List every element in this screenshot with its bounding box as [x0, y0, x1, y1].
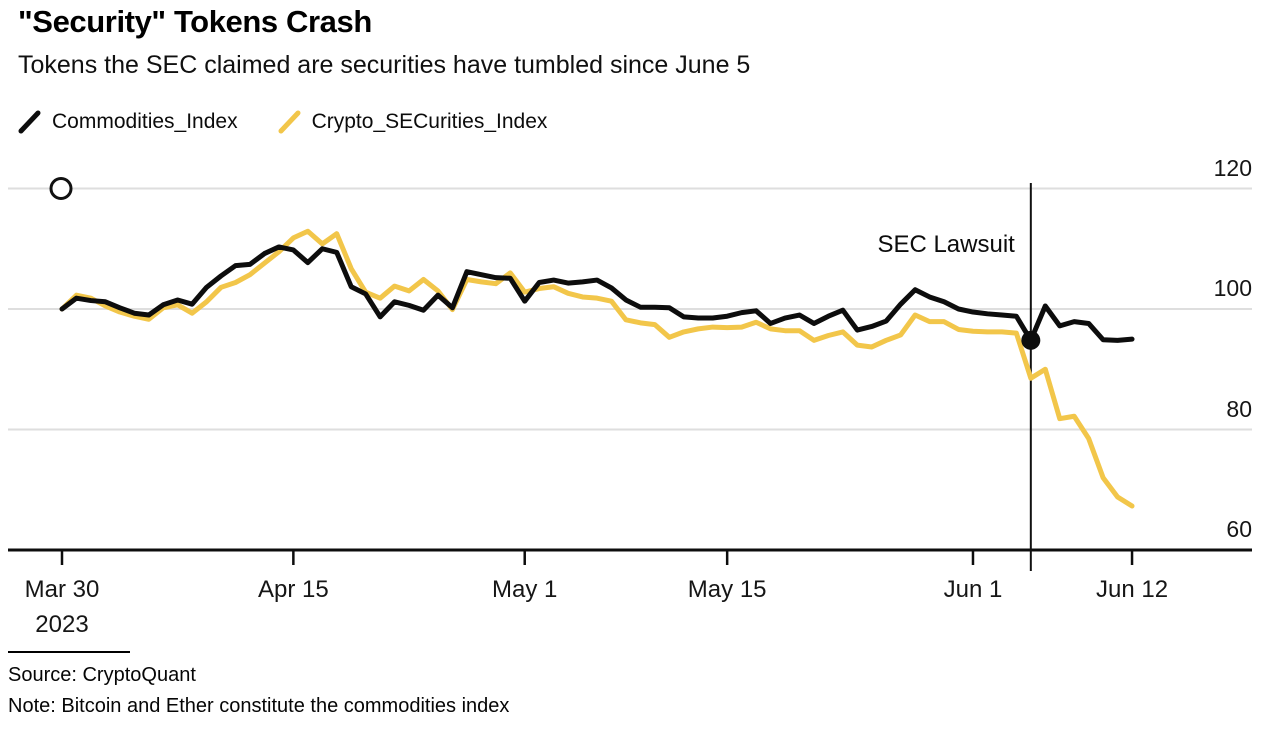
source-text: Source: CryptoQuant [8, 664, 196, 686]
legend-label-crypto: Crypto_SECurities_Index [311, 110, 548, 133]
legend-swatch-crypto-icon [278, 110, 301, 134]
chart-subtitle: Tokens the SEC claimed are securities ha… [18, 51, 751, 79]
x-label-jun-12: Jun 12 [1096, 576, 1169, 603]
x-label-may-15: May 15 [687, 576, 767, 603]
commodities-line [59, 244, 1135, 343]
y-label-80: 80 [1226, 395, 1252, 422]
chart-title: "Security" Tokens Crash [18, 4, 372, 39]
legend-item-commodities: Commodities_Index [18, 110, 238, 134]
legend: Commodities_Index Crypto_SECurities_Inde… [18, 110, 547, 134]
crypto-securities-line [59, 228, 1135, 509]
legend-item-crypto: Crypto_SECurities_Index [278, 110, 548, 134]
x-label-mar-30: Mar 30 [24, 576, 100, 603]
x-label-may-1: May 1 [492, 576, 558, 603]
event-dot-marker [1021, 330, 1041, 350]
y-label-60: 60 [1226, 516, 1252, 542]
open-circle-marker [49, 177, 73, 200]
legend-label-commodities: Commodities_Index [52, 110, 238, 133]
footer-divider [8, 651, 130, 653]
x-label-year: 2023 [35, 611, 89, 638]
event-annotation-label: SEC Lawsuit [877, 231, 1015, 258]
x-label-jun-1: Jun 1 [943, 576, 1003, 603]
y-label-100: 100 [1213, 275, 1252, 301]
x-label-apr-15: Apr 15 [258, 576, 329, 603]
x-tick-marks [60, 551, 1134, 565]
legend-swatch-commodities-icon [18, 110, 41, 134]
y-label-120: 120 [1213, 154, 1252, 181]
note-text: Note: Bitcoin and Ether constitute the c… [8, 695, 510, 717]
